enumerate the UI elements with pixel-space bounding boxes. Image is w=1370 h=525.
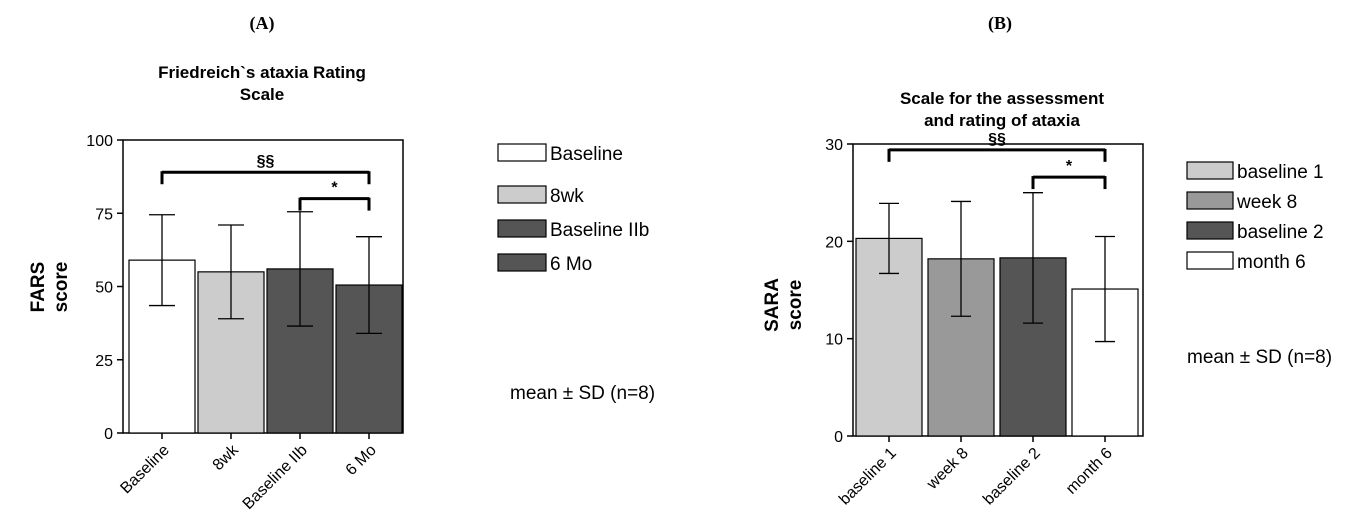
panel-b-note: mean ± SD (n=8) xyxy=(1187,347,1332,368)
panel-a-ytick-label: 50 xyxy=(95,280,113,297)
panel-b-ylabel-line-1: SARA xyxy=(762,278,783,332)
panel-a-note: mean ± SD (n=8) xyxy=(510,383,655,404)
panel-a-label: (A) xyxy=(250,13,275,34)
panel-a-ylabel-line-2: score xyxy=(51,262,72,313)
panel-a-legend-swatch xyxy=(497,185,547,204)
panel-a-legend-swatch xyxy=(497,253,547,272)
panel-b-legend-label: week 8 xyxy=(1236,192,1297,213)
panel-b-xtick-label: baseline 1 xyxy=(836,445,900,509)
panel-a-xtick-label: Baseline IIb xyxy=(240,442,311,513)
panel-b-xtick-label: baseline 2 xyxy=(980,445,1044,509)
panel-b-title-line-1: Scale for the assessment xyxy=(900,89,1104,108)
panel-b-ytick-label: 10 xyxy=(825,332,843,349)
panel-a-title-line-1: Friedreich`s ataxia Rating xyxy=(158,63,366,82)
panel-a-xtick-label: 8wk xyxy=(210,441,243,474)
panel-b-legend-label: baseline 1 xyxy=(1237,162,1324,183)
panel-a-ylabel-line-1: FARS xyxy=(28,262,49,313)
panel-a-ytick-label: 0 xyxy=(104,426,113,443)
panel-b-ytick-label: 20 xyxy=(825,234,843,251)
panel-b-legend-swatch xyxy=(1186,161,1234,180)
panel-a-title-line-2: Scale xyxy=(240,85,284,104)
panel-a-legend-label: 8wk xyxy=(550,186,584,207)
panel-b-legend-swatch xyxy=(1186,221,1234,240)
panel-b-ylabel-line-2: score xyxy=(785,280,806,331)
panel-b-legend-label: month 6 xyxy=(1237,252,1306,273)
panel-a-ytick-label: 25 xyxy=(95,353,113,370)
panel-b-xtick-label: month 6 xyxy=(1063,445,1116,498)
panel-a-xtick-label: 6 Mo xyxy=(343,442,380,479)
panel-b-legend-swatch xyxy=(1186,191,1234,210)
panel-a-legend-swatch xyxy=(497,219,547,238)
panel-b-label: (B) xyxy=(988,13,1012,34)
panel-b-ytick-label: 0 xyxy=(834,429,843,446)
panel-a-xtick-label: Baseline xyxy=(117,442,172,497)
panel-b-legend-swatch xyxy=(1186,251,1234,270)
panel-a-sig-label: * xyxy=(331,180,338,197)
panel-a-ytick-label: 100 xyxy=(86,133,113,150)
panel-a-ytick-label: 75 xyxy=(95,206,113,223)
panel-a-sig-label: §§ xyxy=(257,153,275,170)
panel-b-sig-label: * xyxy=(1066,158,1073,175)
panel-b-sig-label: §§ xyxy=(988,131,1006,148)
panel-a-legend-label: 6 Mo xyxy=(550,254,592,275)
panel-b-legend-label: baseline 2 xyxy=(1237,222,1324,243)
panel-a-legend-label: Baseline IIb xyxy=(550,220,649,241)
panel-a-legend-label: Baseline xyxy=(550,144,623,165)
panel-b-title-line-2: and rating of ataxia xyxy=(924,111,1080,130)
panel-b-plot-frame xyxy=(852,143,1144,437)
panel-a-legend-swatch xyxy=(497,143,547,162)
panel-b-xtick-label: week 8 xyxy=(923,445,972,494)
panel-b-ytick-label: 30 xyxy=(825,137,843,154)
